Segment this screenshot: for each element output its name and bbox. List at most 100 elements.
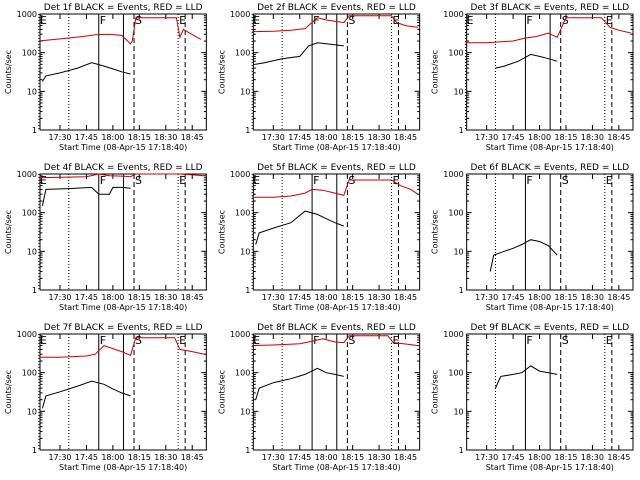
panel-title: Det 1f BLACK = Events, RED = LLD — [44, 3, 203, 13]
marker-label: E — [392, 174, 399, 187]
panel-6: Det 6f BLACK = Events, RED = LLD 1 10 100 10… — [431, 163, 634, 312]
x-tick-label: 18:00 — [101, 453, 124, 462]
panel-4: Det 4f BLACK = Events, RED = LLD 1 10 100 10… — [4, 163, 207, 312]
marker-label: F — [313, 174, 319, 187]
x-tick-label: 18:15 — [341, 133, 364, 142]
x-tick-label: 18:15 — [128, 453, 151, 462]
x-tick-label: 18:15 — [554, 133, 577, 142]
y-tick-label: 1000 — [17, 170, 37, 179]
x-tick-label: 18:30 — [154, 133, 177, 142]
y-tick-label: 100 — [22, 209, 37, 218]
x-tick-label: 17:30 — [475, 453, 498, 462]
marker-label: E — [606, 14, 613, 27]
panel-title: Det 4f BLACK = Events, RED = LLD — [44, 163, 203, 173]
y-tick-label: 1 — [459, 446, 464, 455]
y-tick-label: 10 — [27, 407, 37, 416]
x-tick-label: 18:00 — [528, 293, 551, 302]
marker-label: E — [40, 334, 47, 347]
x-tick-label: 18:15 — [554, 453, 577, 462]
y-tick-label: 1 — [245, 446, 250, 455]
series-line — [255, 210, 344, 245]
series-line — [495, 365, 558, 389]
panel-3: Det 3f BLACK = Events, RED = LLD 1 10 100 10… — [431, 3, 634, 152]
x-tick-label: 18:30 — [154, 293, 177, 302]
x-axis-title: Start Time (08-Apr-15 17:18:40) — [59, 303, 187, 312]
marker-label: E — [466, 14, 473, 27]
y-tick-label: 1 — [32, 126, 37, 135]
x-tick-label: 17:45 — [75, 453, 98, 462]
panel-title: Det 7f BLACK = Events, RED = LLD — [44, 323, 203, 333]
x-tick-label: 18:30 — [368, 453, 391, 462]
marker-label: F — [100, 14, 106, 27]
series-line — [252, 179, 419, 198]
marker-label: E — [179, 14, 186, 27]
panel-7: Det 7f BLACK = Events, RED = LLD 1 10 100 10… — [4, 323, 207, 472]
marker-label: S — [562, 334, 569, 347]
panel-5: Det 5f BLACK = Events, RED = LLD 1 10 100 10… — [217, 163, 421, 312]
y-tick-label: 100 — [448, 369, 463, 378]
marker-label: E — [253, 14, 260, 27]
y-tick-label: 1000 — [443, 10, 463, 19]
x-tick-label: 18:45 — [394, 133, 417, 142]
x-tick-label: 18:45 — [607, 133, 630, 142]
x-tick-label: 18:45 — [607, 453, 630, 462]
x-tick-label: 17:30 — [262, 293, 285, 302]
x-tick-label: 18:45 — [607, 293, 630, 302]
y-axis-title: Counts/sec — [431, 370, 440, 414]
y-tick-label: 10 — [453, 87, 463, 96]
x-tick-label: 17:30 — [475, 293, 498, 302]
x-tick-label: 18:00 — [528, 133, 551, 142]
marker-label: E — [179, 174, 186, 187]
x-axis-title: Start Time (08-Apr-15 17:18:40) — [59, 143, 187, 152]
x-tick-label: 17:45 — [502, 133, 525, 142]
y-tick-label: 1 — [32, 286, 37, 295]
y-tick-label: 1000 — [443, 170, 463, 179]
x-axis-title: Start Time (08-Apr-15 17:18:40) — [486, 303, 614, 312]
y-tick-label: 1 — [245, 126, 250, 135]
x-tick-label: 17:30 — [262, 453, 285, 462]
y-tick-label: 1 — [459, 286, 464, 295]
x-tick-label: 18:00 — [315, 133, 338, 142]
series-line — [41, 186, 131, 207]
x-axis-title: Start Time (08-Apr-15 17:18:40) — [486, 143, 614, 152]
y-axis-title: Counts/sec — [4, 370, 13, 414]
y-tick-label: 1 — [32, 446, 37, 455]
x-tick-label: 17:45 — [288, 293, 311, 302]
y-axis-title: Counts/sec — [217, 370, 226, 414]
x-tick-label: 17:45 — [288, 133, 311, 142]
y-tick-label: 1000 — [230, 170, 250, 179]
x-tick-label: 17:30 — [262, 133, 285, 142]
panel-title: Det 2f BLACK = Events, RED = LLD — [257, 3, 416, 13]
x-tick-label: 17:45 — [502, 293, 525, 302]
y-tick-label: 1 — [459, 126, 464, 135]
marker-label: S — [135, 334, 142, 347]
panel-title: Det 6f BLACK = Events, RED = LLD — [470, 163, 629, 173]
panel-2: Det 2f BLACK = Events, RED = LLD 1 10 100 10… — [217, 3, 421, 152]
x-axis-title: Start Time (08-Apr-15 17:18:40) — [272, 463, 400, 472]
marker-label: E — [606, 334, 613, 347]
y-axis-title: Counts/sec — [431, 210, 440, 254]
x-tick-label: 17:45 — [502, 453, 525, 462]
y-tick-label: 100 — [22, 49, 37, 58]
x-tick-label: 18:15 — [341, 293, 364, 302]
y-tick-label: 1000 — [230, 330, 250, 339]
series-line — [38, 173, 205, 179]
x-axis-title: Start Time (08-Apr-15 17:18:40) — [272, 143, 400, 152]
marker-label: E — [179, 334, 186, 347]
x-axis-title: Start Time (08-Apr-15 17:18:40) — [59, 463, 187, 472]
y-tick-label: 1000 — [443, 330, 463, 339]
y-tick-label: 10 — [453, 247, 463, 256]
x-tick-label: 18:30 — [154, 453, 177, 462]
marker-label: E — [40, 14, 47, 27]
panel-title: Det 3f BLACK = Events, RED = LLD — [470, 3, 629, 13]
marker-label: F — [313, 14, 319, 27]
x-tick-label: 18:45 — [181, 453, 204, 462]
panel-title: Det 9f BLACK = Events, RED = LLD — [470, 323, 629, 333]
marker-label: E — [253, 334, 260, 347]
x-tick-label: 18:00 — [528, 453, 551, 462]
marker-label: S — [348, 334, 355, 347]
marker-label: F — [100, 174, 106, 187]
y-tick-label: 1 — [245, 286, 250, 295]
series-line — [495, 53, 558, 69]
